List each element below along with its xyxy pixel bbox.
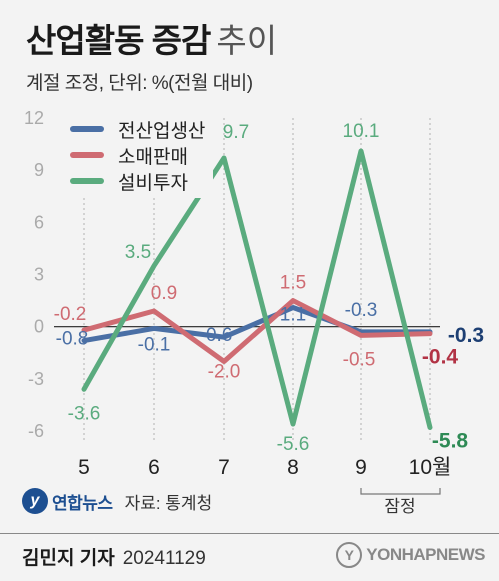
series-line-1: [81, 298, 433, 364]
x-tick-label: 7: [218, 456, 230, 479]
data-label: -0.1: [138, 334, 171, 355]
legend-swatch-production: [70, 126, 104, 132]
watermark-logo-icon: Y: [336, 542, 363, 568]
y-tick-label: 3: [34, 265, 44, 285]
watermark: Y YONHAPNEWS: [336, 542, 485, 568]
data-label: -0.2: [54, 304, 87, 325]
y-tick-label: -6: [28, 421, 44, 441]
y-tick-label: 0: [34, 317, 44, 337]
source-text: 자료: 통계청: [124, 493, 213, 513]
legend-item-investment: 설비투자: [70, 168, 205, 194]
legend-swatch-investment: [70, 178, 104, 184]
x-tick-label: 10월: [409, 456, 452, 479]
data-label: 9.7: [223, 122, 249, 143]
legend-label-investment: 설비투자: [118, 172, 188, 194]
data-label: -0.6: [200, 325, 233, 346]
author-name: 김민지 기자: [22, 548, 115, 569]
data-label: -0.3: [345, 300, 378, 321]
data-label: -3.6: [68, 403, 101, 424]
legend-label-retail: 소매판매: [118, 146, 188, 168]
data-label: -0.4: [422, 346, 459, 369]
data-label: 10.1: [343, 121, 380, 142]
data-label: -2.0: [208, 361, 241, 382]
chart-subtitle: 계절 조정, 단위: %(전월 대비): [26, 73, 253, 94]
footer-author: 김민지 기자 20241129: [22, 543, 206, 570]
data-label: -0.8: [56, 329, 89, 350]
data-label: -5.8: [432, 430, 469, 453]
series-line-2: [81, 148, 433, 431]
series-line-0: [81, 305, 433, 344]
data-label: 1.5: [280, 273, 306, 294]
data-label: -0.5: [343, 349, 376, 370]
y-tick-label: -3: [28, 369, 44, 389]
data-label: 3.5: [125, 242, 151, 263]
legend-item-production: 전산업생산: [70, 116, 205, 142]
footer-date: 20241129: [122, 548, 206, 569]
legend-swatch-retail: [70, 152, 104, 158]
title-main: 산업활동 증감: [26, 22, 211, 59]
x-tick-label: 6: [148, 456, 160, 479]
y-tick-label: 6: [34, 212, 44, 232]
y-tick-label: 9: [34, 160, 44, 180]
x-tick-label: 8: [287, 456, 299, 479]
data-label: -0.3: [448, 324, 484, 347]
legend-item-retail: 소매판매: [70, 142, 205, 168]
watermark-text: YONHAPNEWS: [366, 545, 485, 564]
legend: 전산업생산 소매판매 설비투자: [62, 112, 214, 198]
source-logo-text: 연합뉴스: [52, 493, 113, 513]
legend-label-production: 전산업생산: [118, 120, 206, 142]
data-label: 0.9: [151, 283, 177, 304]
y-tick-label: 12: [24, 108, 44, 128]
data-label: -5.6: [277, 434, 310, 455]
chart-title: 산업활동 증감 추이: [26, 14, 277, 62]
data-label: 1.1: [280, 305, 306, 326]
preliminary-label: 잠정: [384, 497, 415, 516]
footer-divider: [0, 533, 499, 534]
x-tick-label: 5: [78, 456, 90, 479]
title-suffix: 추이: [216, 22, 278, 59]
preliminary-bracket: [360, 488, 441, 495]
source: y 연합뉴스 자료: 통계청: [22, 488, 212, 514]
x-tick-label: 9: [355, 456, 367, 479]
yonhap-logo-icon: y: [22, 488, 48, 514]
